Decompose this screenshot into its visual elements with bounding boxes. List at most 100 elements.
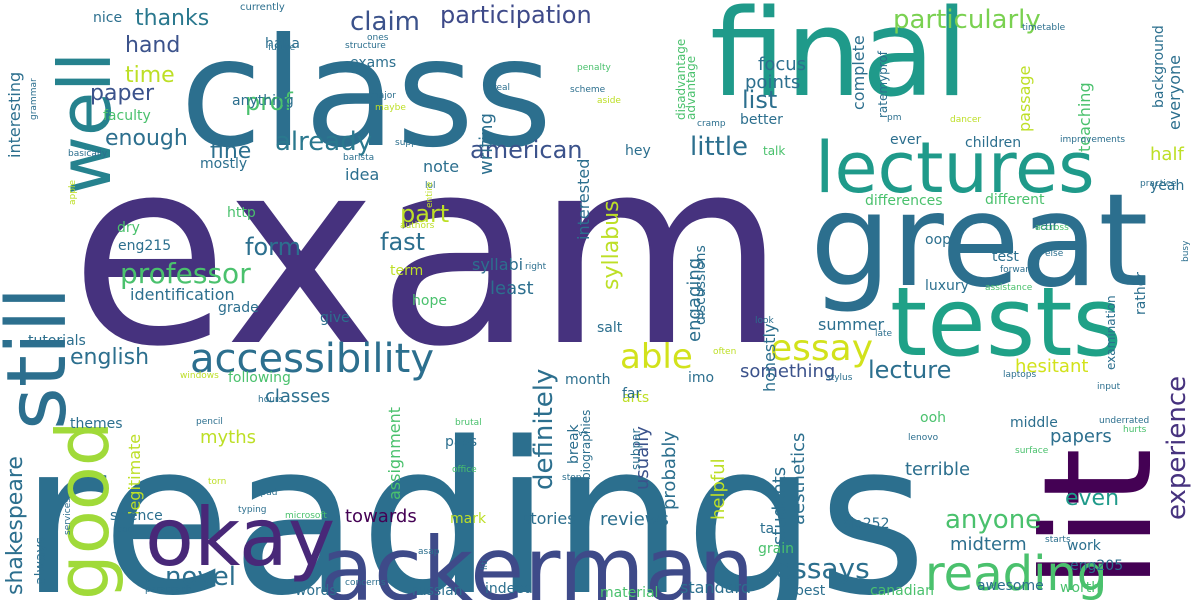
word-exam: exam — [70, 103, 786, 403]
word-different: different — [985, 192, 1045, 208]
word-fair: fair — [1035, 218, 1058, 234]
word-else: else — [1045, 249, 1064, 259]
word-stylus: stylus — [826, 373, 853, 383]
word-cool: cool — [117, 525, 135, 535]
word-identification: identification — [130, 285, 235, 304]
word-russian: russian — [412, 583, 463, 599]
word-idea: idea — [345, 165, 379, 184]
word-ratemyprof: ratemyprof — [876, 50, 890, 118]
word-canadian: canadian — [870, 583, 934, 599]
word-forward: forward — [1000, 265, 1035, 275]
word-rather: rather — [1133, 272, 1149, 315]
word-okay: okay — [145, 491, 335, 584]
word-ones: ones — [367, 33, 389, 43]
word-following: following — [228, 370, 291, 386]
word-final: final — [710, 0, 969, 124]
word-half: half — [1150, 144, 1184, 165]
word-note: note — [423, 157, 459, 176]
word-pass: pass — [445, 434, 477, 450]
word-vs: vs — [578, 429, 588, 439]
word-arts: arts — [622, 390, 649, 406]
word-hesitant: hesitant — [1015, 356, 1088, 377]
word-professor: professor — [120, 257, 251, 290]
word-grain: grain — [758, 541, 794, 557]
word-dry: dry — [117, 220, 140, 236]
word-differences: differences — [865, 193, 943, 209]
word-http: http — [227, 205, 256, 221]
word-test: test — [992, 249, 1019, 265]
word-mostly: mostly — [200, 156, 247, 172]
word-office: office — [452, 465, 477, 475]
word-support: support — [395, 138, 430, 148]
word-pencil: pencil — [196, 417, 223, 427]
word-currently: currently — [240, 2, 285, 13]
word-fast: fast — [380, 228, 425, 256]
word-least: least — [490, 278, 534, 299]
word-syllabi: syllabi — [472, 255, 523, 274]
word-discussions: discussions — [693, 245, 709, 325]
word-fine: fine — [210, 139, 251, 164]
word-surface: surface — [1015, 446, 1049, 456]
word-teaching: teaching — [1075, 82, 1094, 152]
word-talk: talk — [763, 144, 785, 158]
word-liti: liti — [480, 559, 490, 570]
word-great: great — [810, 167, 1148, 316]
word-reading: reading — [925, 546, 1107, 600]
word-underrated: underrated — [1099, 416, 1149, 426]
word-readings: readings — [20, 397, 927, 600]
word-ooh: ooh — [920, 410, 946, 426]
word-standard: standard — [680, 578, 751, 597]
word-children: children — [965, 135, 1021, 151]
word-haha: haha — [265, 36, 300, 52]
word-best: best — [795, 583, 826, 599]
word-break: break — [566, 423, 582, 464]
word-yeah: yeah — [1150, 178, 1184, 194]
word-late: late — [875, 329, 893, 339]
word-midterm: midterm — [950, 534, 1027, 555]
word-barista: barista — [343, 153, 374, 163]
word-assistance: assistance — [985, 283, 1033, 293]
word-participation: participation — [440, 1, 592, 29]
word-english: english — [70, 345, 149, 370]
word-accross: accross — [1035, 223, 1069, 233]
word-aside: aside — [597, 96, 621, 106]
word-imo: imo — [688, 370, 714, 386]
word-work: work — [1067, 538, 1102, 554]
word-middle: middle — [1010, 415, 1058, 431]
word-probably: probably — [659, 431, 680, 510]
word-input: input — [1097, 382, 1121, 392]
word-still: still — [0, 287, 85, 430]
word-time: time — [125, 63, 175, 88]
word-subpar: subpar — [629, 429, 643, 470]
word-lit: lit — [1012, 448, 1186, 590]
word-busy: busy — [1181, 240, 1191, 262]
word-entire: entire — [425, 181, 435, 208]
word-essay: essay — [770, 328, 873, 369]
word-sla252: sla252 — [843, 516, 889, 532]
word-worth: worth — [1060, 580, 1100, 596]
word-usually: usually — [632, 426, 653, 490]
word-syllabus: syllabus — [599, 200, 624, 290]
word-pm: pm — [887, 113, 901, 123]
word-biographies: biographies — [579, 410, 593, 480]
word-oops: oops — [925, 232, 958, 248]
word-tests: tests — [890, 268, 1122, 378]
word-starts: starts — [1045, 535, 1071, 545]
word-lecture: lecture — [868, 356, 951, 384]
word-ackerman: ackerman — [320, 518, 754, 600]
word-often: often — [713, 347, 736, 357]
word-hey: hey — [625, 143, 651, 159]
word-anything: anything — [232, 93, 294, 109]
word-experience: experience — [1162, 376, 1192, 520]
word-indeed: indeed — [485, 581, 533, 597]
word-honestly: honestly — [760, 324, 779, 392]
word-paragraph: paragraph — [145, 585, 192, 595]
word-luxury: luxury — [925, 278, 969, 294]
word-nice: nice — [93, 10, 122, 26]
word-helpful: helpful — [708, 458, 729, 520]
word-already: already — [275, 127, 372, 157]
word-interested: interested — [574, 159, 593, 240]
word-laptops: laptops — [1003, 370, 1036, 380]
